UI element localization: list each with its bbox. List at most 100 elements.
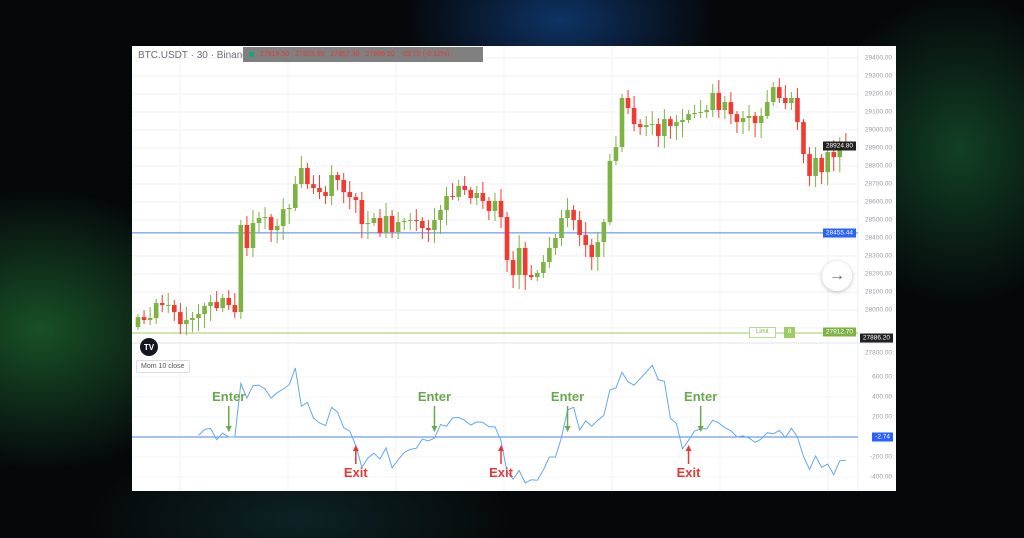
candle-body [347,192,353,198]
exit-label: Exit [676,465,701,480]
candle-body [522,248,528,276]
candle-body [819,158,824,173]
candle-body [631,108,637,125]
candle-body [159,303,165,306]
candle-body [577,220,582,236]
candle-body [541,262,546,273]
candle-body [407,220,413,222]
candle-body [208,302,213,306]
candle-body [232,305,238,313]
price-axis-label: 29200.00 [864,90,892,98]
candle-body [456,185,461,197]
candle-body [764,102,770,116]
candle-body [583,235,588,246]
candle-body [649,124,655,126]
candle-body [553,238,558,248]
symbol-title[interactable]: BTC.USDT · 30 · Binance [138,50,253,61]
price-axis-label: 28200.00 [864,270,892,278]
candle-body [202,305,207,315]
candle-body [807,154,812,176]
tradingview-logo[interactable]: TV [140,338,158,356]
candle-body [565,210,570,218]
candle-body [468,190,474,198]
enter-label: Enter [417,389,452,404]
price-axis-label: 28900.00 [864,144,892,152]
arrow-up-icon [352,445,359,451]
candle-body [383,215,389,233]
candle-body [656,124,661,136]
candle-body [147,318,153,321]
candle-body [740,118,746,123]
candle-body [813,158,818,176]
candle-body [607,160,613,223]
price-axis-label: 28000.00 [864,306,892,314]
candle-body [238,225,244,313]
candle-body [220,298,225,308]
candle-body [795,98,800,123]
candle-body [547,248,552,263]
candle-body [335,175,340,181]
price-axis-label: 29400.00 [864,54,892,62]
price-axis-label: 28100.00 [864,288,892,296]
candle-body [758,115,764,123]
arrow-up-icon [498,445,504,451]
limit-aux-tag: 27886.20 [859,333,893,343]
candle-body [250,223,256,248]
candle-body [256,218,262,223]
arrow-up-icon [685,445,692,451]
indicator-label[interactable]: Mom 10 close [136,360,190,373]
candle-body [305,168,310,185]
candle-body [414,220,419,222]
candle-body [153,303,159,318]
candle-body [323,192,328,196]
candle-body [722,102,728,111]
market-status-icon [249,52,254,57]
candle-body [746,115,752,118]
chart-canvas[interactable] [132,46,896,491]
candle-body [498,200,504,218]
candle-body [395,222,401,233]
candle-body [377,218,383,233]
limit-order-qty[interactable]: 8 [784,327,796,338]
candle-body [510,260,516,276]
candle-body [571,210,576,221]
candle-body [184,320,189,325]
indicator-axis-label: 400.00 [872,393,892,401]
limit-price-tag: 27912.70 [822,327,856,337]
candle-body [662,119,667,136]
price-axis-label: 28300.00 [864,252,892,260]
last-price-tag: 28924.80 [822,141,856,151]
indicator-axis-label: -200.00 [869,453,892,461]
price-axis-label: 28600.00 [864,198,892,206]
candle-body [643,125,649,128]
candle-body [480,193,486,201]
candle-body [262,217,268,219]
price-axis-label: 28500.00 [864,216,892,224]
candle-body [214,302,219,308]
limit-order-label[interactable]: Limit [749,327,776,338]
price-axis-label: 29300.00 [864,72,892,80]
candle-body [401,220,407,223]
candle-body [299,168,304,185]
candle-body [704,110,709,113]
momentum-line [198,364,846,484]
candle-body [770,87,776,103]
scroll-to-realtime-button[interactable]: → [822,261,852,291]
candle-body [474,193,480,198]
arrow-down-icon [431,426,438,432]
candle-body [825,152,830,173]
candle-body [196,314,201,318]
enter-label: Enter [684,389,718,404]
candle-body [311,184,316,188]
candle-body [777,87,782,98]
candle-body [486,200,492,211]
candle-body [293,184,298,208]
candle-body [353,197,359,201]
exit-label: Exit [489,465,513,480]
candle-body [141,317,147,321]
level-price-tag: 28455.44 [822,228,856,238]
candle-body [528,275,534,278]
candle-body [625,98,631,108]
indicator-axis-label: -400.00 [869,473,892,481]
candle-body [438,210,443,221]
